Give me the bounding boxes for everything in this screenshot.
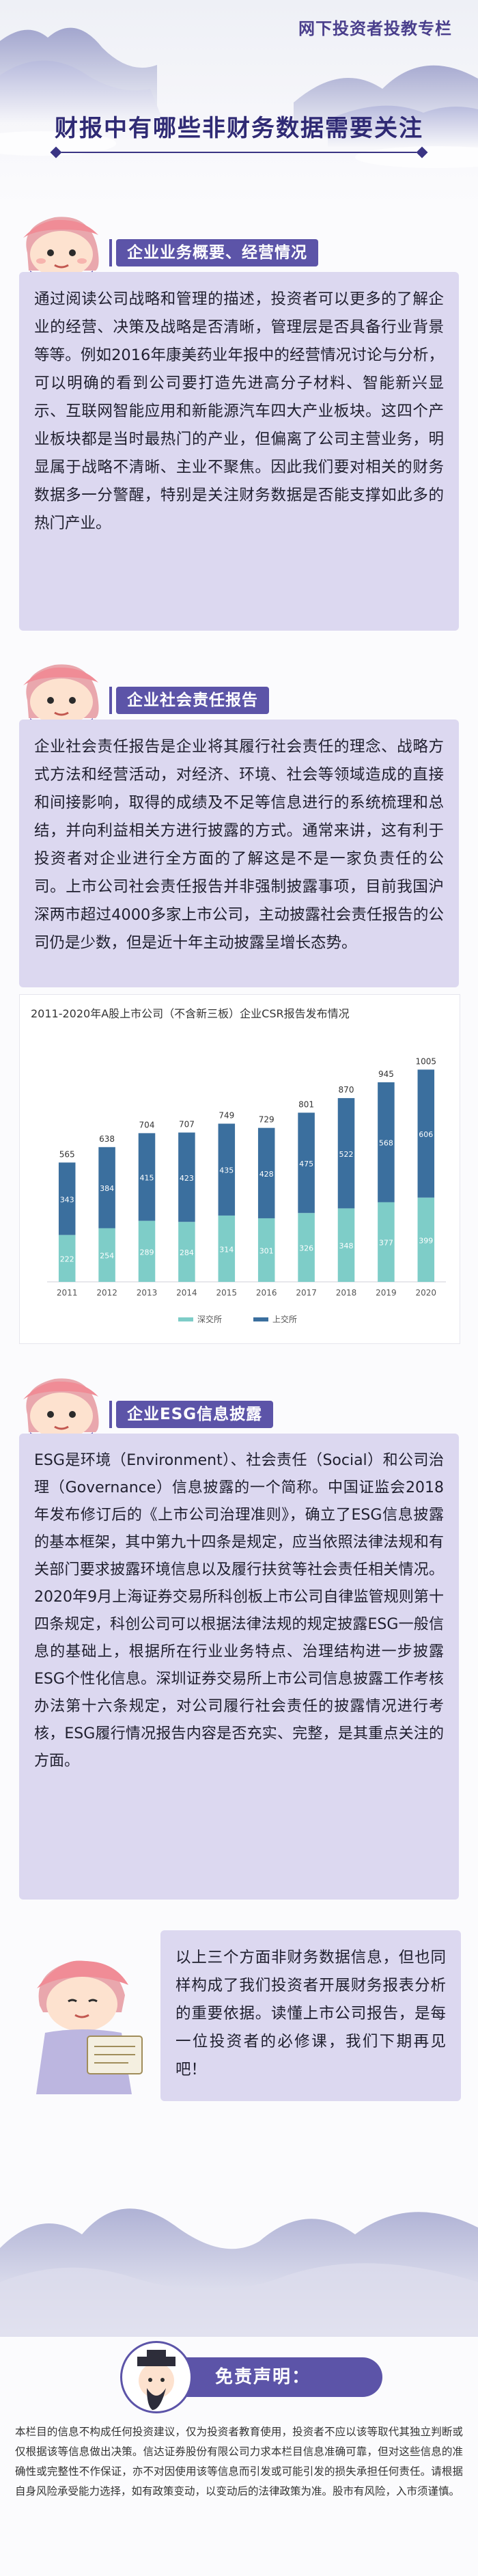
bar-total-label: 801 (298, 1099, 314, 1109)
x-tick-label: 2011 (57, 1288, 78, 1298)
page-title: 财报中有哪些非财务数据需要关注 (55, 115, 423, 142)
bar-segment-szse (417, 1197, 435, 1282)
bar-segment-label: 377 (379, 1239, 393, 1248)
section-heading-csr-report: 企业社会责任报告 (116, 687, 269, 714)
bar-segment-label: 415 (140, 1174, 154, 1183)
bar-segment-label: 284 (180, 1248, 194, 1257)
bar-segment-sse (298, 1112, 315, 1214)
bar-segment-label: 428 (259, 1170, 274, 1179)
bar-segment-label: 343 (60, 1195, 74, 1204)
bar-segment-sse (98, 1147, 115, 1229)
reading-character-icon (36, 1960, 143, 2094)
section-accent-bar (109, 239, 112, 266)
section-body-esg: ESG是环境（Environment）、社会责任（Social）和公司治理（Go… (19, 1434, 459, 1900)
bar-segment-szse (337, 1208, 355, 1282)
bar-segment-label: 399 (419, 1236, 433, 1245)
scholar-avatar-icon (120, 2341, 193, 2413)
chart-plot-area: 222 343 565 2011 254 384 638 2012 289 415 704 2013 2… (47, 1056, 446, 1324)
legend-label: 深交所 (197, 1314, 222, 1324)
bar-total-label: 565 (59, 1149, 75, 1159)
bar-total-label: 707 (179, 1119, 195, 1129)
bar-segment-sse (257, 1127, 275, 1218)
legend-swatch (178, 1317, 193, 1321)
bar-segment-label: 289 (140, 1248, 154, 1257)
bar-total-label: 870 (339, 1085, 354, 1095)
x-tick-label: 2018 (336, 1288, 357, 1298)
bar-segment-sse (58, 1162, 76, 1235)
section-accent-bar (109, 687, 112, 714)
x-tick-label: 2016 (256, 1288, 277, 1298)
bar-total-label: 704 (139, 1120, 155, 1129)
bar-total-label: 1005 (416, 1056, 437, 1066)
bar-segment-szse (257, 1218, 275, 1282)
bar-segment-sse (378, 1082, 395, 1203)
title-underline (61, 152, 417, 153)
section-heading-esg: 企业ESG信息披露 (116, 1401, 274, 1428)
x-tick-label: 2015 (216, 1288, 238, 1298)
column-tag: 网下投资者投教专栏 (298, 19, 452, 38)
bar-segment-sse (417, 1069, 435, 1198)
bar-segment-szse (98, 1228, 115, 1282)
bar-segment-label: 475 (299, 1160, 313, 1168)
disclaimer-text: 本栏目的信息不构成任何投资建议，仅为投资者教育使用，投资者不应以该等取代其独立判… (15, 2426, 463, 2497)
chart-title: 2011-2020年A股上市公司（不含新三板）企业CSR报告发布情况 (31, 1007, 350, 1020)
header-banner: 网下投资者投教专栏 财报中有哪些非财务数据需要关注 (0, 0, 478, 205)
bar-segment-sse (218, 1123, 236, 1216)
bar-total-label: 638 (99, 1134, 115, 1144)
bar-segment-szse (58, 1235, 76, 1282)
x-tick-label: 2017 (296, 1288, 317, 1298)
bar-segment-label: 222 (60, 1255, 74, 1264)
bar-segment-label: 522 (339, 1150, 354, 1159)
section-body-csr-report: 企业社会责任报告是企业将其履行社会责任的理念、战略方式方法和经营活动，对经济、环… (19, 720, 459, 987)
csr-chart: 2011-2020年A股上市公司（不含新三板）企业CSR报告发布情况 222 34… (19, 994, 460, 1344)
legend-label: 上交所 (272, 1314, 297, 1324)
x-tick-label: 2020 (416, 1288, 437, 1298)
bar-segment-label: 435 (219, 1166, 234, 1175)
bar-segment-szse (178, 1222, 195, 1282)
bar-segment-sse (138, 1133, 156, 1221)
bar-segment-sse (337, 1098, 355, 1209)
footer-mountain-illustration (0, 2208, 478, 2337)
cartoon-character-icon (23, 664, 99, 732)
section-body-business-overview: 通过阅读公司战略和管理的描述，投资者可以更多的了解企业的经营、决策及战略是否清晰… (19, 272, 459, 631)
bar-segment-label: 348 (339, 1242, 354, 1250)
bar-segment-label: 254 (100, 1252, 114, 1261)
bar-total-label: 749 (219, 1110, 234, 1120)
summary-text: 以上三个方面非财务数据信息，但也同样构成了我们投资者开展财务报表分析的重要依据。… (160, 1930, 461, 2101)
bar-segment-label: 326 (299, 1244, 313, 1253)
bar-segment-szse (218, 1215, 236, 1282)
x-tick-label: 2019 (376, 1288, 397, 1298)
section-accent-bar (109, 1401, 112, 1428)
bar-segment-label: 384 (100, 1184, 114, 1193)
x-tick-label: 2012 (96, 1288, 117, 1298)
bar-segment-szse (298, 1213, 315, 1282)
bar-total-label: 945 (378, 1069, 394, 1079)
bar-segment-sse (178, 1132, 195, 1222)
x-tick-label: 2014 (176, 1288, 197, 1298)
mountain-landscape-illustration (0, 27, 478, 168)
bar-segment-label: 314 (219, 1245, 234, 1254)
bar-segment-szse (378, 1202, 395, 1282)
cartoon-character-icon (23, 1378, 99, 1447)
bar-total-label: 729 (259, 1115, 275, 1125)
legend-swatch (253, 1317, 268, 1321)
bar-segment-label: 568 (379, 1139, 393, 1148)
section-heading-business-overview: 企业业务概要、经营情况 (116, 239, 318, 266)
bar-segment-szse (138, 1220, 156, 1282)
bar-segment-label: 423 (180, 1174, 194, 1183)
bar-segment-label: 606 (419, 1130, 433, 1139)
x-tick-label: 2013 (137, 1288, 158, 1298)
bar-segment-label: 301 (259, 1246, 274, 1255)
